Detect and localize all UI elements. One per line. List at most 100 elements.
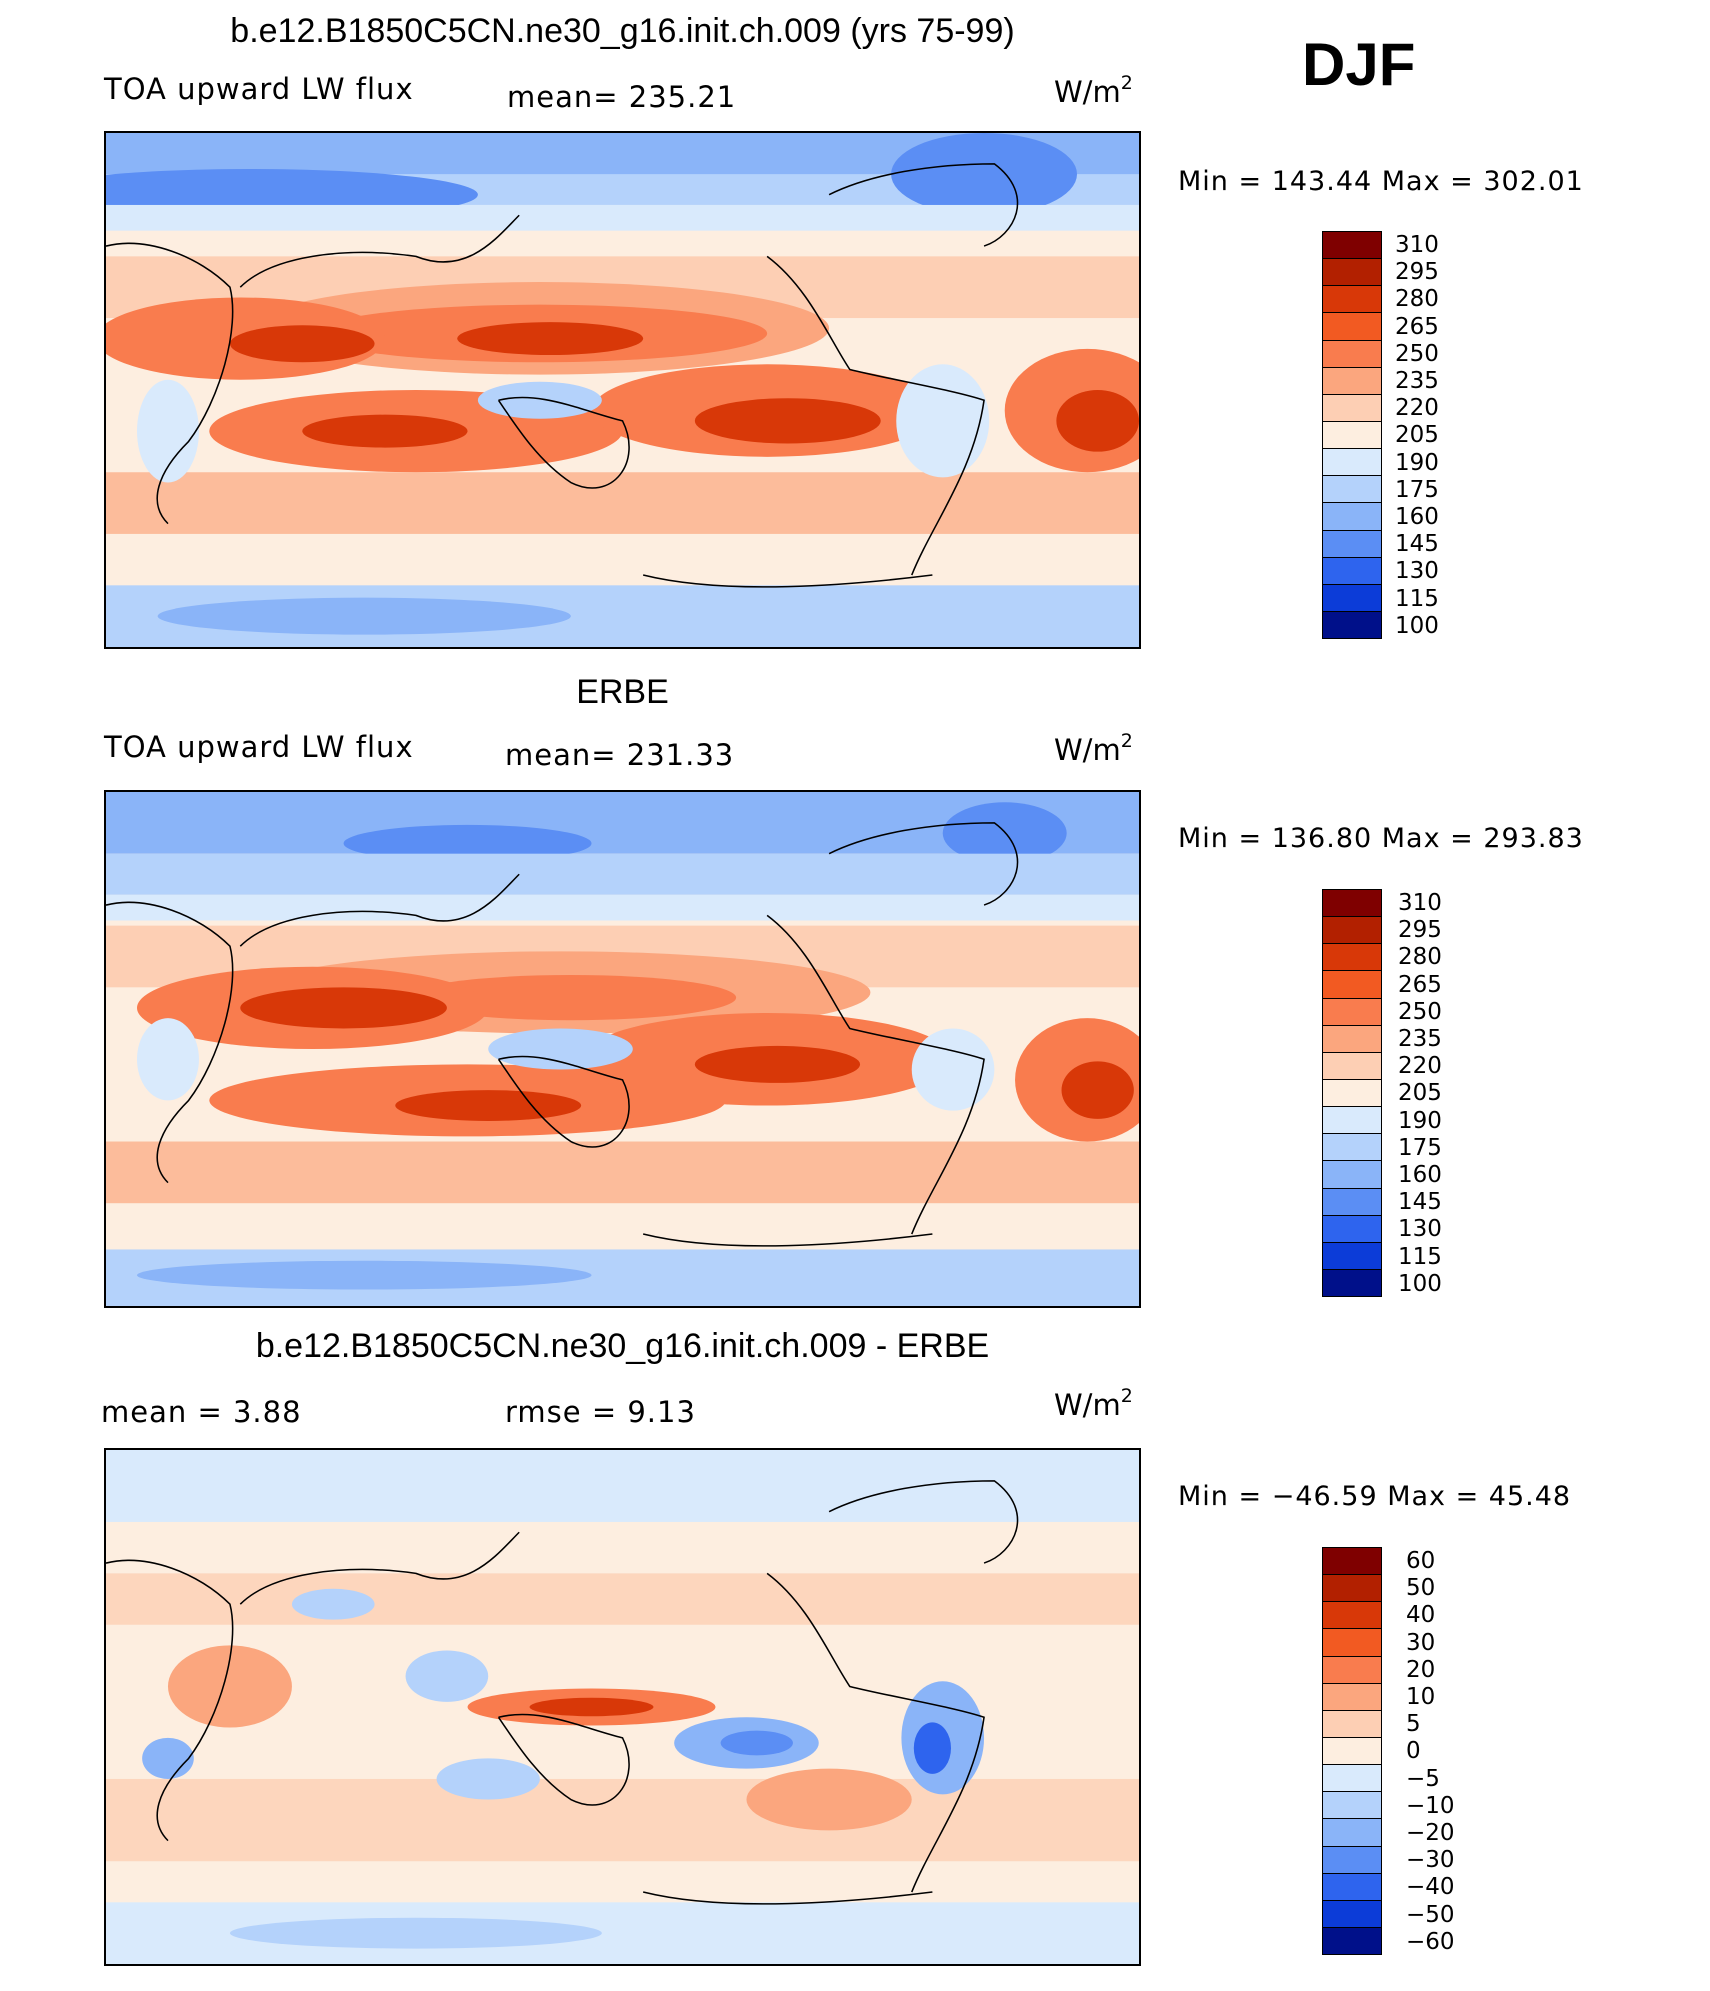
panel2-colorbar-swatch <box>1323 917 1381 945</box>
panel2-title: ERBE <box>576 673 669 711</box>
panel2-colorbar-tick-label: 160 <box>1398 1162 1442 1188</box>
panel1-colorbar-tick-label: 115 <box>1395 585 1439 612</box>
panel3-min-max: Min = −46.59 Max = 45.48 <box>1178 1481 1572 1512</box>
panel1-units: W/m2 <box>1054 72 1133 109</box>
panel1-variable-label: TOA upward LW flux <box>104 72 414 106</box>
panel3-colorbar-swatch <box>1323 1873 1381 1901</box>
panel3-colorbar-tick-label: −40 <box>1406 1874 1455 1901</box>
panel3-colorbar-tick-label: −20 <box>1406 1820 1455 1846</box>
panel2-colorbar-tick-label: 205 <box>1398 1080 1442 1107</box>
panel3-colorbar-swatch <box>1323 1656 1381 1684</box>
panel1-colorbar-swatch <box>1323 557 1381 585</box>
panel1-colorbar-swatch <box>1323 421 1381 450</box>
panel2-colorbar-swatch <box>1323 1269 1381 1297</box>
panel1-colorbar-tick-label: 235 <box>1395 368 1439 394</box>
panel2-units: W/m2 <box>1054 730 1133 767</box>
panel3-colorbar-swatch <box>1323 1765 1381 1793</box>
panel1-colorbar-swatch <box>1323 611 1381 639</box>
panel3-colorbar-tick-label: 0 <box>1406 1738 1421 1765</box>
panel1-colorbar-tick-label: 100 <box>1395 612 1439 639</box>
panel2-mean-label: mean= 231.33 <box>505 738 735 772</box>
panel1-colorbar-tick-label: 295 <box>1395 259 1439 286</box>
panel1-colorbar-swatch <box>1323 476 1381 504</box>
panel3-colorbar-tick-label: 10 <box>1406 1684 1436 1710</box>
panel1-colorbar-tick-label: 130 <box>1395 558 1439 585</box>
panel3-colorbar-tick-label: −30 <box>1406 1847 1455 1874</box>
panel1-colorbar-tick-label: 265 <box>1395 313 1439 340</box>
panel1-min-max: Min = 143.44 Max = 302.01 <box>1178 166 1584 197</box>
panel1-colorbar-tick-label: 220 <box>1395 395 1439 422</box>
panel2-map <box>104 790 1141 1308</box>
panel3-colorbar-tick-label: −50 <box>1406 1901 1455 1928</box>
panel2-colorbar-swatch <box>1323 1107 1381 1135</box>
panel2-colorbar-swatch <box>1323 998 1381 1026</box>
panel2-contour-field <box>106 792 1139 1306</box>
panel3-units: W/m2 <box>1054 1385 1133 1422</box>
panel1-colorbar-tick-label: 145 <box>1395 531 1439 558</box>
panel2-colorbar-swatch <box>1323 1052 1381 1080</box>
panel2-colorbar-swatch <box>1323 1079 1381 1108</box>
panel3-colorbar-tick-label: 60 <box>1406 1548 1436 1574</box>
panel2-colorbar-swatch <box>1323 890 1381 918</box>
panel3-colorbar-swatch <box>1323 1683 1381 1711</box>
panel3-colorbar-tick-label: −5 <box>1406 1765 1440 1792</box>
panel2-colorbar-tick-label: 250 <box>1398 998 1442 1025</box>
panel3-title: b.e12.B1850C5CN.ne30_g16.init.ch.009 - E… <box>255 1327 990 1365</box>
panel1-colorbar-tick-label: 160 <box>1395 504 1439 530</box>
panel1-colorbar-swatch <box>1323 503 1381 531</box>
panel3-rmse-label: rmse = 9.13 <box>505 1395 696 1429</box>
panel2-colorbar <box>1322 889 1382 1297</box>
panel3-colorbar-tick-label: 20 <box>1406 1656 1436 1683</box>
panel3-colorbar-swatch <box>1323 1602 1381 1630</box>
panel2-colorbar-swatch <box>1323 1134 1381 1162</box>
panel3-contour-field <box>106 1450 1139 1964</box>
panel1-title: b.e12.B1850C5CN.ne30_g16.init.ch.009 (yr… <box>230 12 1015 50</box>
panel1-mean-label: mean= 235.21 <box>507 80 737 114</box>
panel2-colorbar-tick-label: 310 <box>1398 890 1442 916</box>
panel3-colorbar-ticks: 60 50 40 30 20 10 5 0 −5 −10 −20 −30 −40 −50 −60 <box>1406 1547 1486 1955</box>
panel1-colorbar-ticks: 310 295 280 265 250 235 220 205 190 175 160 145 130 1… <box>1395 231 1475 639</box>
panel1-colorbar-swatch <box>1323 449 1381 477</box>
panel1-contour-field <box>106 133 1139 647</box>
panel3-colorbar-swatch <box>1323 1792 1381 1820</box>
panel2-colorbar-tick-label: 115 <box>1398 1243 1442 1270</box>
panel3-colorbar-tick-label: 30 <box>1406 1629 1436 1656</box>
panel2-colorbar-swatch <box>1323 1025 1381 1053</box>
panel2-colorbar-swatch <box>1323 971 1381 999</box>
panel3-colorbar-swatch <box>1323 1629 1381 1657</box>
panel2-colorbar-tick-label: 100 <box>1398 1270 1442 1297</box>
panel1-colorbar-tick-label: 310 <box>1395 232 1439 258</box>
panel2-colorbar-swatch <box>1323 944 1381 972</box>
panel3-map <box>104 1448 1141 1966</box>
panel3-colorbar <box>1322 1547 1382 1955</box>
panel1-colorbar-swatch <box>1323 286 1381 314</box>
panel2-colorbar-tick-label: 235 <box>1398 1026 1442 1052</box>
panel2-colorbar-swatch <box>1323 1242 1381 1270</box>
panel2-colorbar-swatch <box>1323 1188 1381 1216</box>
panel2-colorbar-swatch <box>1323 1161 1381 1189</box>
panel2-min-max: Min = 136.80 Max = 293.83 <box>1178 823 1584 854</box>
panel2-colorbar-tick-label: 265 <box>1398 971 1442 998</box>
panel3-colorbar-tick-label: −10 <box>1406 1792 1455 1819</box>
panel2-colorbar-tick-label: 175 <box>1398 1134 1442 1161</box>
panel3-colorbar-swatch <box>1323 1710 1381 1738</box>
panel2-colorbar-tick-label: 145 <box>1398 1189 1442 1216</box>
panel2-colorbar-tick-label: 220 <box>1398 1053 1442 1080</box>
panel3-colorbar-swatch <box>1323 1846 1381 1874</box>
season-label: DJF <box>1302 31 1416 98</box>
panel3-colorbar-swatch <box>1323 1737 1381 1766</box>
panel1-colorbar-tick-label: 280 <box>1395 286 1439 313</box>
panel3-colorbar-tick-label: −60 <box>1406 1928 1455 1955</box>
panel3-colorbar-swatch <box>1323 1900 1381 1928</box>
panel1-colorbar-tick-label: 250 <box>1395 340 1439 367</box>
panel1-colorbar-swatch <box>1323 232 1381 260</box>
panel1-colorbar-swatch <box>1323 367 1381 395</box>
panel1-colorbar-swatch <box>1323 584 1381 612</box>
panel3-colorbar-tick-label: 50 <box>1406 1575 1436 1602</box>
panel2-variable-label: TOA upward LW flux <box>104 730 414 764</box>
panel3-colorbar-swatch <box>1323 1819 1381 1847</box>
panel1-colorbar-swatch <box>1323 313 1381 341</box>
panel1-colorbar-swatch <box>1323 340 1381 368</box>
panel2-colorbar-tick-label: 280 <box>1398 944 1442 971</box>
panel1-colorbar <box>1322 231 1382 639</box>
